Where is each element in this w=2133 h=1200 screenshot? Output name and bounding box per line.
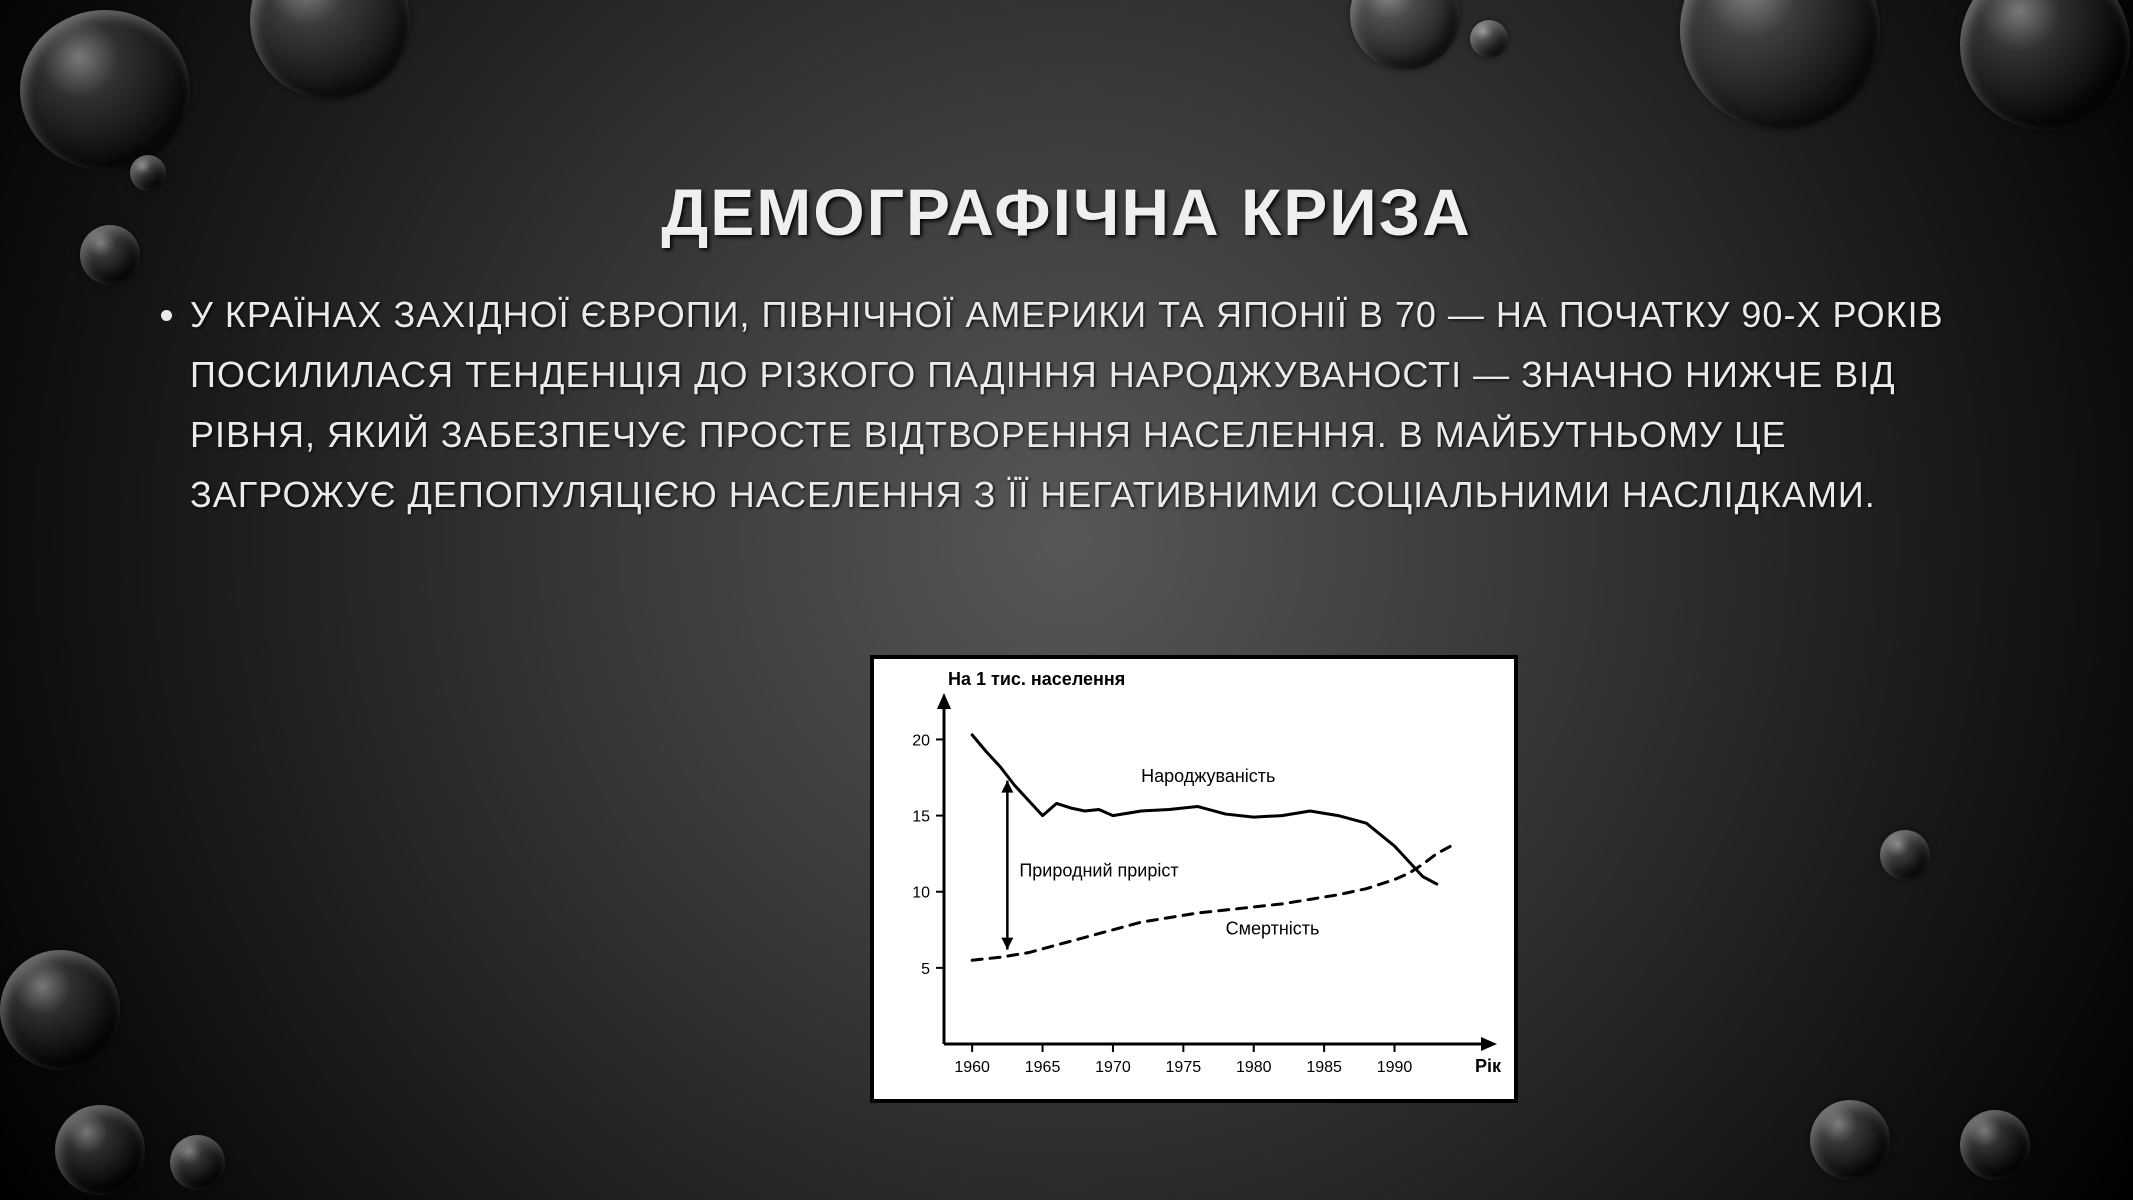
- decorative-bubble: [1880, 830, 1930, 880]
- svg-text:15: 15: [912, 809, 930, 826]
- svg-text:1970: 1970: [1095, 1059, 1131, 1076]
- decorative-bubble: [1960, 0, 2130, 130]
- slide: ДЕМОГРАФІЧНА КРИЗА У КРАЇНАХ ЗАХІДНОЇ ЄВ…: [0, 0, 2133, 1200]
- decorative-bubble: [170, 1135, 225, 1190]
- svg-text:Природний приріст: Природний приріст: [1019, 861, 1178, 881]
- chart-svg: 5 10 15 20 1960 1965 1970 1975 1980 1985 1990 На 1 …: [874, 659, 1514, 1099]
- decorative-bubble: [0, 950, 120, 1070]
- svg-text:20: 20: [912, 732, 930, 749]
- svg-text:1980: 1980: [1236, 1059, 1272, 1076]
- svg-text:Смертність: Смертність: [1226, 918, 1320, 938]
- svg-text:1985: 1985: [1306, 1059, 1342, 1076]
- svg-text:10: 10: [912, 885, 930, 902]
- svg-text:Народжуваність: Народжуваність: [1141, 766, 1275, 786]
- decorative-bubble: [20, 10, 190, 170]
- decorative-bubble: [1350, 0, 1460, 70]
- decorative-bubble: [1470, 20, 1508, 58]
- decorative-bubble: [1960, 1110, 2030, 1180]
- decorative-bubble: [1680, 0, 1880, 130]
- demographic-chart: 5 10 15 20 1960 1965 1970 1975 1980 1985 1990 На 1 …: [870, 655, 1518, 1103]
- svg-text:1960: 1960: [954, 1059, 990, 1076]
- slide-title: ДЕМОГРАФІЧНА КРИЗА: [0, 174, 2133, 250]
- decorative-bubble: [1810, 1100, 1890, 1180]
- svg-text:1975: 1975: [1166, 1059, 1202, 1076]
- bullet-text: У КРАЇНАХ ЗАХІДНОЇ ЄВРОПИ, ПІВНІЧНОЇ АМЕ…: [190, 285, 1993, 525]
- decorative-bubble: [250, 0, 410, 100]
- slide-body: У КРАЇНАХ ЗАХІДНОЇ ЄВРОПИ, ПІВНІЧНОЇ АМЕ…: [150, 285, 1993, 525]
- svg-text:Рік: Рік: [1475, 1056, 1502, 1076]
- svg-text:1965: 1965: [1025, 1059, 1061, 1076]
- decorative-bubble: [55, 1105, 145, 1195]
- svg-text:1990: 1990: [1377, 1059, 1413, 1076]
- svg-text:На 1 тис. населення: На 1 тис. населення: [948, 669, 1125, 689]
- svg-text:5: 5: [921, 961, 930, 978]
